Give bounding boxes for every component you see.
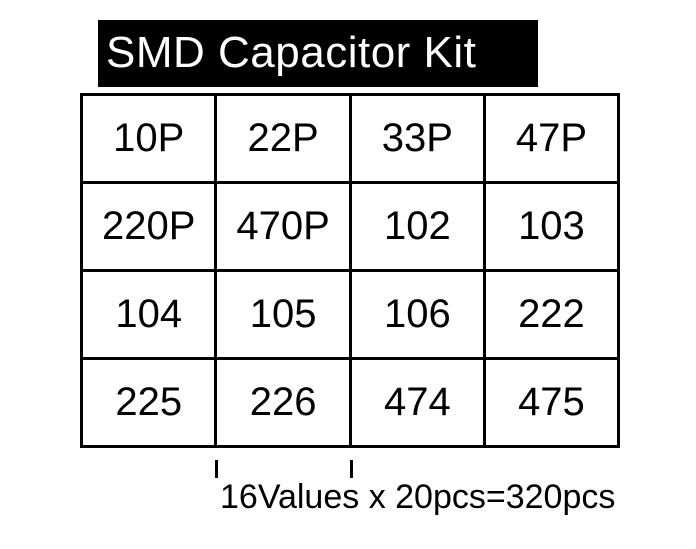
capacitor-cell: 103 (484, 182, 618, 270)
capacitor-cell: 226 (216, 358, 350, 446)
capacitor-cell: 33P (350, 94, 484, 182)
capacitor-cell: 470P (216, 182, 350, 270)
table-row: 225 226 474 475 (82, 358, 619, 446)
table-row: 220P 470P 102 103 (82, 182, 619, 270)
capacitor-cell: 10P (82, 94, 216, 182)
kit-title: SMD Capacitor Kit (98, 20, 538, 87)
footer-summary: 16Values x 20pcs=320pcs (220, 478, 615, 517)
capacitor-cell: 106 (350, 270, 484, 358)
capacitor-cell: 105 (216, 270, 350, 358)
capacitor-cell: 47P (484, 94, 618, 182)
tick-mark (215, 460, 218, 478)
capacitor-cell: 220P (82, 182, 216, 270)
tick-mark (350, 460, 353, 478)
table-row: 104 105 106 222 (82, 270, 619, 358)
capacitor-cell: 225 (82, 358, 216, 446)
capacitor-cell: 102 (350, 182, 484, 270)
capacitor-cell: 474 (350, 358, 484, 446)
capacitor-cell: 222 (484, 270, 618, 358)
capacitor-cell: 22P (216, 94, 350, 182)
capacitor-cell: 475 (484, 358, 618, 446)
table-row: 10P 22P 33P 47P (82, 94, 619, 182)
capacitor-value-table: 10P 22P 33P 47P 220P 470P 102 103 104 10… (80, 93, 620, 448)
capacitor-cell: 104 (82, 270, 216, 358)
kit-container: SMD Capacitor Kit 10P 22P 33P 47P 220P 4… (80, 20, 620, 448)
